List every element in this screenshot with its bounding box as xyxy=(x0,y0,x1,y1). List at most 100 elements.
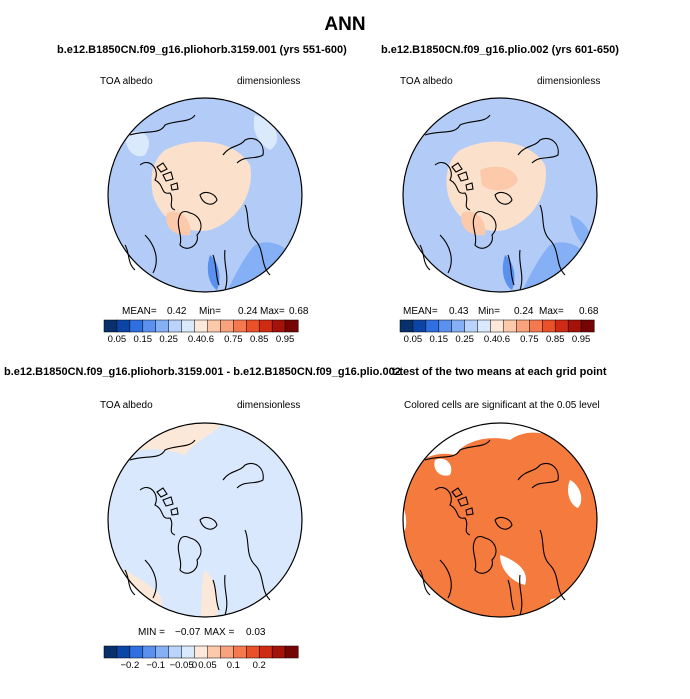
variable-label: TOA albedo xyxy=(400,76,453,87)
colorbar-difference xyxy=(103,645,299,659)
colorbar-swatch xyxy=(181,645,196,659)
colorbar-swatch xyxy=(129,319,144,333)
colorbar-swatch xyxy=(207,645,221,659)
colorbar-tick-label: 0.05 xyxy=(107,334,127,345)
case-title: b.e12.B1850CN.f09_g16.pliohorb.3159.001 … xyxy=(4,366,401,378)
colorbar-tick-label: −0.05 xyxy=(169,660,194,671)
coastlines xyxy=(124,114,271,291)
variable-label: TOA albedo xyxy=(100,400,153,411)
colorbar-case1 xyxy=(103,319,299,333)
map-boundary xyxy=(402,422,598,618)
field-mid xyxy=(125,131,149,157)
field-arctic-high xyxy=(151,141,251,231)
min-label: MIN = xyxy=(138,627,165,638)
max-label: Max= xyxy=(260,306,285,317)
colorbar-swatch xyxy=(233,319,247,333)
colorbar-swatch xyxy=(116,645,131,659)
colorbar-swatch xyxy=(399,319,414,333)
colorbar-swatch xyxy=(258,645,273,659)
significance-note: Colored cells are significant at the 0.0… xyxy=(404,400,600,411)
colorbar-swatch xyxy=(103,645,118,659)
colorbar-tick-label: 0.75 xyxy=(520,334,539,345)
colorbar-swatch xyxy=(142,319,157,333)
colorbar-swatch xyxy=(246,319,260,333)
colorbar-swatch xyxy=(580,319,595,333)
colorbar-swatch xyxy=(567,319,582,333)
colorbar-tick-label: 0.2 xyxy=(252,660,266,671)
polar-map-difference xyxy=(107,422,303,618)
polar-map-case1 xyxy=(107,97,303,293)
colorbar-tick-label: 0.6 xyxy=(496,334,511,345)
polar-map-ttest xyxy=(402,422,598,618)
colorbar-swatch xyxy=(194,645,209,659)
colorbar-tick-label: 0.95 xyxy=(571,334,591,345)
colorbar-swatch xyxy=(284,319,299,333)
min-label: Min= xyxy=(199,306,221,317)
colorbar-swatch xyxy=(142,645,157,659)
units-label: dimensionless xyxy=(237,76,301,87)
colorbar-swatch xyxy=(529,319,543,333)
max-value: 0.68 xyxy=(289,306,309,317)
colorbar-swatch xyxy=(477,319,492,333)
colorbar-tick-label: 0.4 xyxy=(483,334,498,345)
min-label: Min= xyxy=(478,306,500,317)
colorbar-swatch xyxy=(490,319,505,333)
colorbar-swatch xyxy=(181,319,196,333)
colorbar-case2 xyxy=(399,319,595,333)
colorbar-tick-label: −0.1 xyxy=(146,660,166,671)
mean-label: MEAN= xyxy=(122,306,157,317)
colorbar-swatch xyxy=(129,645,144,659)
colorbar-swatch xyxy=(194,319,209,333)
min-value: 0.24 xyxy=(514,306,534,317)
colorbar-swatch xyxy=(284,645,299,659)
colorbar-swatch xyxy=(207,319,221,333)
field-low-albedo xyxy=(502,255,515,290)
colorbar-tick-label: 0.85 xyxy=(249,334,269,345)
page-title: ANN xyxy=(324,14,366,35)
colorbar-swatch xyxy=(516,319,530,333)
max-label: Max= xyxy=(539,306,564,317)
coastlines xyxy=(124,439,271,616)
colorbar-tick-label: 0.95 xyxy=(275,334,295,345)
colorbar-swatch xyxy=(258,319,273,333)
field-mid xyxy=(253,115,278,150)
mean-value: 0.42 xyxy=(167,306,187,317)
colorbar-tick-label: −0.2 xyxy=(120,660,140,671)
min-value: 0.24 xyxy=(238,306,258,317)
colorbar-tick-label: 0.15 xyxy=(429,334,449,345)
colorbar-swatch xyxy=(168,319,183,333)
colorbar-swatch xyxy=(271,319,286,333)
field-arctic-core xyxy=(480,166,518,191)
colorbar-swatch xyxy=(438,319,453,333)
map-boundary xyxy=(107,422,303,618)
colorbar-swatch xyxy=(503,319,517,333)
colorbar-swatch xyxy=(103,319,118,333)
case-title: t-test of the two means at each grid poi… xyxy=(392,366,607,378)
colorbar-tick-label: 0.05 xyxy=(403,334,423,345)
max-label: MAX = xyxy=(204,627,235,638)
colorbar-swatch xyxy=(425,319,440,333)
colorbar-swatch xyxy=(220,645,234,659)
mean-label: MEAN= xyxy=(403,306,438,317)
colorbar-swatch xyxy=(233,645,247,659)
colorbar-tick-label: 0.15 xyxy=(133,334,153,345)
polar-map-case2 xyxy=(402,97,598,293)
colorbar-swatch xyxy=(246,645,260,659)
colorbar-swatch xyxy=(554,319,569,333)
units-label: dimensionless xyxy=(237,400,301,411)
colorbar-tick-label: 0.1 xyxy=(226,660,240,671)
colorbar-tick-label: 0.25 xyxy=(159,334,178,345)
variable-label: TOA albedo xyxy=(100,76,153,87)
max-value: 0.68 xyxy=(579,306,599,317)
colorbar-swatch xyxy=(271,645,286,659)
colorbar-swatch xyxy=(451,319,466,333)
max-value: 0.03 xyxy=(246,627,266,638)
colorbar-tick-label: 0.05 xyxy=(198,660,217,671)
field-low-albedo xyxy=(207,255,220,290)
case-title: b.e12.B1850CN.f09_g16.plio.002 (yrs 601-… xyxy=(381,44,619,56)
coastlines xyxy=(419,114,566,291)
map-boundary xyxy=(402,97,598,293)
case-title: b.e12.B1850CN.f09_g16.pliohorb.3159.001 … xyxy=(57,44,347,56)
significant-area xyxy=(403,432,597,617)
colorbar-swatch xyxy=(464,319,479,333)
